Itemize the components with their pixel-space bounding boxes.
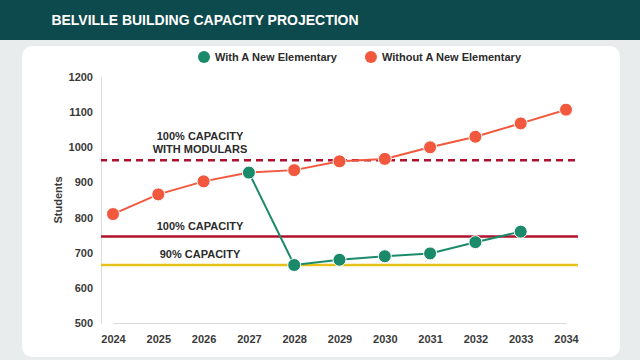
series-point [152,188,165,201]
background [0,0,640,360]
legend-swatch [365,51,377,63]
y-tick-label: 900 [75,176,93,188]
legend-item: With A New Elementary [198,51,338,63]
y-tick-label: 500 [75,317,93,329]
chart: BELVILLE BUILDING CAPACITY PROJECTION 500… [0,0,640,360]
x-tick: 2028 [282,323,306,345]
annotation-label: 100% CAPACITY [157,220,244,232]
series-point [424,247,437,260]
legend-swatch [198,51,210,63]
y-axis-title: Students [52,176,64,223]
x-axis-line [114,323,567,324]
series-line [249,173,521,265]
x-tick: 2032 [464,323,488,345]
annotation-label: 100% CAPACITY [157,130,244,142]
x-tick-label: 2027 [237,333,261,345]
series-point [107,208,120,221]
y-axis-line [101,78,102,324]
x-tick-label: 2030 [373,333,397,345]
annotation-label: 90% CAPACITY [160,248,241,260]
series-point [333,253,346,266]
x-tick: 2030 [373,323,397,345]
header-band [0,0,640,40]
x-tick: 2024 [101,323,126,345]
y-tick: 600 [75,282,101,294]
x-tick-label: 2025 [147,333,171,345]
y-tick: 500 [75,317,101,329]
x-tick-label: 2026 [192,333,216,345]
series-point [424,141,437,154]
y-tick: 900 [75,176,101,188]
x-tick-label: 2033 [509,333,533,345]
x-tick: 2025 [147,323,171,345]
series-point [378,152,391,165]
x-tick-label: 2034 [554,333,579,345]
series-point [242,166,255,179]
x-tick-label: 2032 [464,333,488,345]
x-tick-label: 2031 [418,333,442,345]
y-tick-label: 600 [75,282,93,294]
series-point [288,259,301,272]
series-point [288,164,301,177]
x-tick: 2026 [192,323,216,345]
series-point [469,236,482,249]
x-axis: 2024 2025 2026 2027 2028 2029 2030 2031 2032 2033… [101,323,579,345]
y-tick: 1000 [69,141,101,153]
series-line [113,110,566,214]
series-point [469,130,482,143]
legend-label: Without A New Elementary [382,51,522,63]
series-point [378,250,391,263]
plot-area [101,103,578,271]
series-point [560,103,573,116]
x-tick: 2031 [418,323,442,345]
x-tick-label: 2024 [101,333,126,345]
x-tick: 2027 [237,323,261,345]
x-tick-label: 2028 [282,333,306,345]
y-tick-label: 700 [75,247,93,259]
series-point [242,166,255,179]
y-tick-label: 1000 [69,141,93,153]
y-tick: 1200 [69,71,101,83]
legend-label: With A New Elementary [215,51,338,63]
y-tick: 700 [75,247,101,259]
series-point [197,175,210,188]
series-point [514,117,527,130]
y-tick: 1100 [69,106,101,118]
x-tick: 2029 [328,323,352,345]
y-tick-label: 1200 [69,71,93,83]
series-point [514,225,527,238]
x-tick-label: 2029 [328,333,352,345]
x-tick: 2033 [509,323,533,345]
legend-item: Without A New Elementary [365,51,522,63]
x-tick: 2034 [554,323,579,345]
y-tick-label: 1100 [69,106,93,118]
y-tick-label: 800 [75,212,93,224]
annotation-label: WITH MODULARS [153,143,248,155]
y-axis: 500 600 700 800 900 1000 1100 1200 [69,71,102,329]
legend: With A New Elementary Without A New Eleme… [198,51,522,63]
series-point [333,155,346,168]
title: BELVILLE BUILDING CAPACITY PROJECTION [51,12,358,28]
plot-panel [22,46,620,357]
y-tick: 800 [75,212,101,224]
